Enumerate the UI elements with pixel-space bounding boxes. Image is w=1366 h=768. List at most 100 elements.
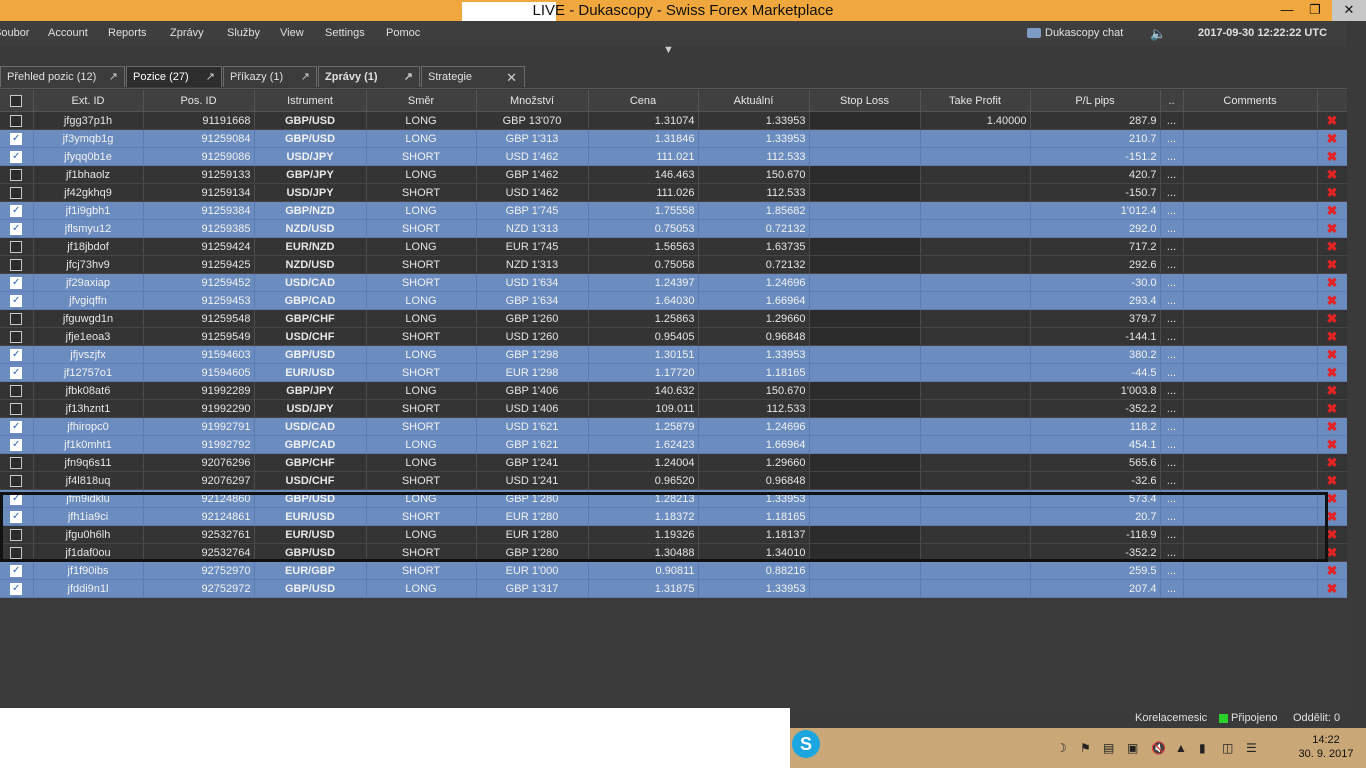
delete-cell[interactable]: ✖ <box>1317 147 1348 166</box>
more-cell[interactable]: ... <box>1160 507 1184 526</box>
stop-loss-cell[interactable] <box>809 417 921 436</box>
comments-cell[interactable] <box>1183 273 1318 292</box>
row-select-cell[interactable]: ✓ <box>0 273 34 292</box>
popout-icon[interactable]: ↗ <box>205 71 215 83</box>
table-row[interactable]: ✓ jf12757o1 91594605 EUR/USD SHORT EUR 1'298 1… <box>0 363 1348 382</box>
row-select-cell[interactable] <box>0 309 34 328</box>
row-checkbox[interactable] <box>10 546 23 559</box>
table-row[interactable]: ✓ jf1f90ibs 92752970 EUR/GBP SHORT EUR 1'000 0… <box>0 561 1348 580</box>
menu-sluzby[interactable]: Služby <box>227 27 261 39</box>
row-select-cell[interactable] <box>0 111 34 130</box>
more-cell[interactable]: ... <box>1160 579 1184 598</box>
delete-icon[interactable]: ✖ <box>1326 580 1338 596</box>
delete-cell[interactable]: ✖ <box>1317 327 1348 346</box>
more-cell[interactable]: ... <box>1160 435 1184 454</box>
delete-icon[interactable]: ✖ <box>1326 346 1338 362</box>
table-row[interactable]: jfje1eoa3 91259549 USD/CHF SHORT USD 1'260 0.… <box>0 327 1348 346</box>
table-row[interactable]: jfn9q6s11 92076296 GBP/CHF LONG GBP 1'241 1.2… <box>0 453 1348 472</box>
comments-cell[interactable] <box>1183 417 1318 436</box>
row-select-cell[interactable]: ✓ <box>0 291 34 310</box>
row-select-cell[interactable]: ✓ <box>0 435 34 454</box>
delete-cell[interactable]: ✖ <box>1317 363 1348 382</box>
tray-nvidia-icon[interactable]: ▣ <box>1127 741 1139 755</box>
col-direction[interactable]: Směr <box>366 90 477 112</box>
more-cell[interactable]: ... <box>1160 471 1184 490</box>
stop-loss-cell[interactable] <box>809 435 921 454</box>
delete-icon[interactable]: ✖ <box>1326 526 1338 542</box>
taskbar-clock[interactable]: 14:22 30. 9. 2017 <box>1296 733 1356 761</box>
more-cell[interactable]: ... <box>1160 201 1184 220</box>
comments-cell[interactable] <box>1183 309 1318 328</box>
delete-icon[interactable]: ✖ <box>1326 256 1338 272</box>
take-profit-cell[interactable] <box>920 219 1031 238</box>
comments-cell[interactable] <box>1183 543 1318 562</box>
table-row[interactable]: jf42gkhq9 91259134 USD/JPY SHORT USD 1'462 11… <box>0 183 1348 202</box>
take-profit-cell[interactable] <box>920 435 1031 454</box>
comments-cell[interactable] <box>1183 399 1318 418</box>
row-checkbox[interactable]: ✓ <box>10 150 23 163</box>
table-row[interactable]: ✓ jfh1ia9ci 92124861 EUR/USD SHORT EUR 1'280 1… <box>0 507 1348 526</box>
more-cell[interactable]: ... <box>1160 561 1184 580</box>
row-checkbox[interactable] <box>10 528 23 541</box>
table-row[interactable]: jfgu0h6lh 92532761 EUR/USD LONG EUR 1'280 1.1… <box>0 525 1348 544</box>
row-checkbox[interactable] <box>10 240 23 253</box>
stop-loss-cell[interactable] <box>809 507 921 526</box>
delete-cell[interactable]: ✖ <box>1317 273 1348 292</box>
tab-pozice[interactable]: Pozice (27) ↗ <box>126 66 222 87</box>
col-current[interactable]: Aktuální <box>698 90 810 112</box>
take-profit-cell[interactable] <box>920 327 1031 346</box>
more-cell[interactable]: ... <box>1160 129 1184 148</box>
tray-network-icon[interactable]: ◫ <box>1222 741 1234 755</box>
table-row[interactable]: ✓ jfyqq0b1e 91259086 USD/JPY SHORT USD 1'462 1… <box>0 147 1348 166</box>
row-select-cell[interactable] <box>0 165 34 184</box>
delete-cell[interactable]: ✖ <box>1317 219 1348 238</box>
row-select-cell[interactable] <box>0 381 34 400</box>
delete-icon[interactable]: ✖ <box>1326 472 1338 488</box>
comments-cell[interactable] <box>1183 111 1318 130</box>
comments-cell[interactable] <box>1183 327 1318 346</box>
take-profit-cell[interactable] <box>920 381 1031 400</box>
delete-icon[interactable]: ✖ <box>1326 202 1338 218</box>
table-row[interactable]: jf13hznt1 91992290 USD/JPY SHORT USD 1'406 10… <box>0 399 1348 418</box>
delete-icon[interactable]: ✖ <box>1326 274 1338 290</box>
stop-loss-cell[interactable] <box>809 327 921 346</box>
row-checkbox[interactable] <box>10 312 23 325</box>
comments-cell[interactable] <box>1183 489 1318 508</box>
table-row[interactable]: ✓ jf3ymqb1g 91259084 GBP/USD LONG GBP 1'313 1.… <box>0 129 1348 148</box>
delete-icon[interactable]: ✖ <box>1326 238 1338 254</box>
take-profit-cell[interactable] <box>920 345 1031 364</box>
close-tab-icon[interactable]: ✕ <box>506 70 517 85</box>
row-select-cell[interactable] <box>0 543 34 562</box>
more-cell[interactable]: ... <box>1160 489 1184 508</box>
delete-cell[interactable]: ✖ <box>1317 201 1348 220</box>
delete-cell[interactable]: ✖ <box>1317 129 1348 148</box>
row-checkbox[interactable] <box>10 186 23 199</box>
more-cell[interactable]: ... <box>1160 453 1184 472</box>
menu-account[interactable]: Account <box>48 27 88 39</box>
more-cell[interactable]: ... <box>1160 543 1184 562</box>
comments-cell[interactable] <box>1183 561 1318 580</box>
delete-icon[interactable]: ✖ <box>1326 292 1338 308</box>
stop-loss-cell[interactable] <box>809 489 921 508</box>
comments-cell[interactable] <box>1183 525 1318 544</box>
col-pl-pips[interactable]: P/L pips <box>1030 90 1161 112</box>
popout-icon[interactable]: ↗ <box>403 71 413 83</box>
comments-cell[interactable] <box>1183 255 1318 274</box>
row-checkbox[interactable]: ✓ <box>10 510 23 523</box>
comments-cell[interactable] <box>1183 201 1318 220</box>
stop-loss-cell[interactable] <box>809 381 921 400</box>
comments-cell[interactable] <box>1183 165 1318 184</box>
table-row[interactable]: ✓ jfhiropc0 91992791 USD/CAD SHORT USD 1'621 1… <box>0 417 1348 436</box>
comments-cell[interactable] <box>1183 435 1318 454</box>
comments-cell[interactable] <box>1183 345 1318 364</box>
take-profit-cell[interactable] <box>920 525 1031 544</box>
col-ext-id[interactable]: Ext. ID <box>33 90 144 112</box>
table-row[interactable]: ✓ jf1k0mht1 91992792 GBP/CAD LONG GBP 1'621 1.… <box>0 435 1348 454</box>
more-cell[interactable]: ... <box>1160 525 1184 544</box>
row-checkbox[interactable] <box>10 402 23 415</box>
delete-cell[interactable]: ✖ <box>1317 435 1348 454</box>
delete-cell[interactable]: ✖ <box>1317 579 1348 598</box>
tab-prikazy[interactable]: Příkazy (1) ↗ <box>223 66 317 87</box>
stop-loss-cell[interactable] <box>809 399 921 418</box>
comments-cell[interactable] <box>1183 579 1318 598</box>
